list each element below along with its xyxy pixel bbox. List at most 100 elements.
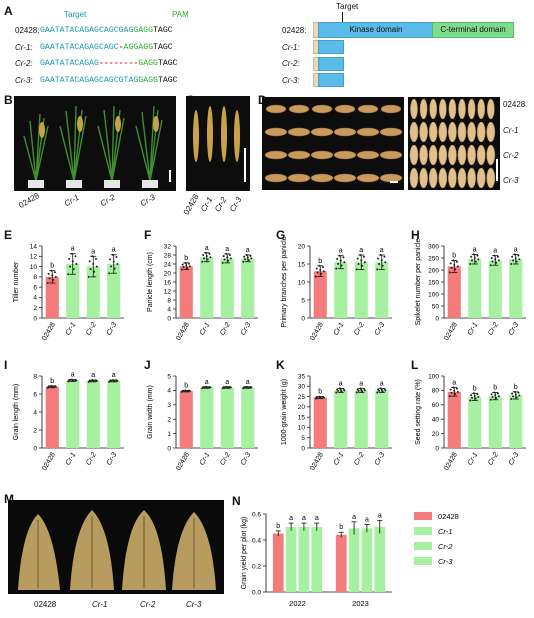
data-point xyxy=(518,394,521,397)
grain-length-photo xyxy=(262,97,404,190)
data-point xyxy=(340,264,343,267)
data-point xyxy=(383,255,386,258)
grain xyxy=(311,104,333,114)
data-point xyxy=(356,257,359,260)
data-point xyxy=(491,396,494,399)
data-point xyxy=(456,390,459,393)
data-point xyxy=(515,260,518,263)
data-point xyxy=(180,268,183,271)
data-point xyxy=(181,263,184,266)
data-point xyxy=(48,277,51,280)
data-point xyxy=(470,255,473,258)
data-point xyxy=(381,264,384,267)
y-tick-label: 6 xyxy=(33,284,37,291)
chart-grain-width: 0 1 2 3 4 5 Grain width (mm) b 02428 a Cr-1 a Cr-2 a C… xyxy=(147,373,258,472)
data-point xyxy=(343,261,346,264)
y-tick-label: 80 xyxy=(432,388,440,395)
bar xyxy=(488,396,502,448)
data-point xyxy=(474,260,477,263)
data-point xyxy=(471,396,474,399)
data-point xyxy=(359,254,362,256)
y-tick-label: 4 xyxy=(167,306,171,313)
data-point xyxy=(204,251,207,254)
data-point xyxy=(182,266,185,269)
harvest-photo xyxy=(8,500,224,594)
bar xyxy=(86,380,100,448)
significance-letter: a xyxy=(452,380,456,387)
truncated-protein xyxy=(318,40,344,54)
flank-seq: TAGC xyxy=(157,76,178,85)
grain xyxy=(476,144,486,166)
data-point xyxy=(88,260,91,263)
significance-letter: a xyxy=(359,247,363,254)
genotype-label: 02428 xyxy=(181,192,201,217)
data-point xyxy=(113,380,116,383)
x-tick-label: Cr-1 xyxy=(467,321,480,336)
scale-bar xyxy=(496,159,498,181)
grain xyxy=(477,98,486,120)
data-point xyxy=(314,275,317,278)
data-point xyxy=(112,260,115,263)
data-point xyxy=(109,258,112,261)
x-tick-label: 02428 xyxy=(175,321,191,341)
data-point xyxy=(322,396,325,399)
data-point xyxy=(89,268,92,271)
flank-seq: TAGC xyxy=(153,26,173,35)
grain xyxy=(429,98,438,120)
x-tick-label: Cr-3 xyxy=(374,451,387,466)
x-tick-label: Cr-2 xyxy=(353,321,366,336)
y-tick-label: 2 xyxy=(167,417,171,424)
data-point xyxy=(223,258,226,261)
genotype-label: Cr-2 xyxy=(212,195,229,214)
significance-letter: a xyxy=(339,248,343,255)
y-tick-label: 150 xyxy=(428,279,439,286)
data-point xyxy=(245,254,248,256)
data-point xyxy=(477,395,480,398)
bar xyxy=(200,257,214,318)
data-point xyxy=(54,275,57,278)
genotype-label: Cr-2 xyxy=(503,151,519,160)
panicle-photo xyxy=(186,96,250,191)
x-tick-label: 02428 xyxy=(41,321,57,341)
x-tick-label: Cr-3 xyxy=(374,321,387,336)
data-point xyxy=(377,257,380,260)
x-tick-label: Cr-2 xyxy=(219,321,232,336)
x-tick-label: 02428 xyxy=(41,451,57,471)
y-tick-label: 250 xyxy=(428,255,439,262)
bar xyxy=(311,527,323,592)
x-tick-label: Cr-1 xyxy=(199,321,212,336)
grain xyxy=(486,121,496,143)
data-point xyxy=(338,254,341,257)
data-point xyxy=(227,386,230,389)
grain xyxy=(334,104,356,114)
data-point xyxy=(489,264,492,267)
data-point xyxy=(378,263,381,265)
y-tick-label: 8 xyxy=(167,297,171,304)
genotype-label: Cr-1 xyxy=(503,126,519,135)
grain xyxy=(380,104,402,114)
data-point xyxy=(47,272,50,275)
x-tick-label: Cr-1 xyxy=(333,451,346,466)
panel-label-j: J xyxy=(144,358,151,372)
data-point xyxy=(380,259,383,262)
data-point xyxy=(452,259,455,262)
y-tick-label: 0 xyxy=(33,445,37,452)
significance-letter: a xyxy=(71,372,75,379)
significance-letter: b xyxy=(50,378,54,385)
data-point xyxy=(455,387,458,390)
data-point xyxy=(223,386,226,389)
data-point xyxy=(355,268,358,271)
y-tick-label: 0 xyxy=(435,315,439,322)
significance-letter: b xyxy=(473,385,477,392)
genotype-label: 02428 xyxy=(34,600,57,609)
grain xyxy=(356,173,380,183)
grain xyxy=(428,167,438,189)
data-point xyxy=(108,272,111,275)
y-axis-label: Grain yield per plot (kg) xyxy=(241,517,248,590)
data-point xyxy=(495,396,498,399)
data-point xyxy=(205,255,208,258)
flank-seq: TAGC xyxy=(157,59,178,68)
panel-label-e: E xyxy=(4,228,13,242)
grains-width-image xyxy=(409,98,498,189)
data-point xyxy=(473,257,476,259)
